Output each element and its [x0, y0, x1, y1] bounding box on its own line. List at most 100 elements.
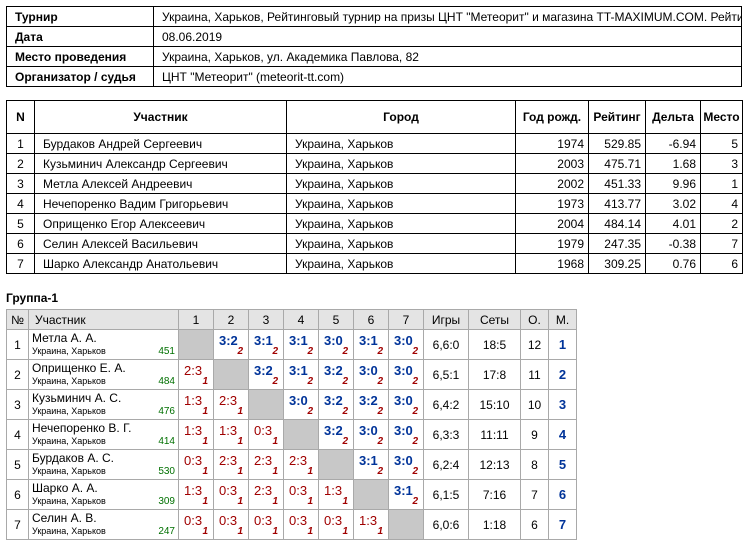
match-cell: 3:1 2	[283, 359, 319, 390]
participant-cell: Оприщенко Егор Алексеевич	[34, 213, 287, 234]
match-points: 2	[377, 376, 383, 387]
match-cell: 3:0 2	[353, 359, 389, 390]
match-cell: 2:3 1	[248, 449, 284, 480]
group-col-opponent: 6	[353, 309, 389, 330]
match-points: 1	[307, 466, 313, 477]
group-player-rating: 476	[158, 405, 175, 417]
match-cell: 3:0 2	[388, 449, 424, 480]
match-result: 3:0 2	[355, 421, 388, 449]
match-result: 1:3 1	[320, 481, 353, 509]
match-points: 1	[272, 526, 278, 537]
match-cell: 2:3 1	[213, 449, 249, 480]
match-score: 3:1	[394, 483, 413, 498]
info-value: Украина, Харьков, ул. Академика Павлова,…	[153, 46, 742, 67]
match-result: 1:3 1	[180, 481, 213, 509]
match-score: 3:2	[219, 333, 238, 348]
match-score: 0:3	[254, 423, 273, 438]
participant-cell: -0.38	[645, 233, 701, 254]
group-player-name: Оприщенко Е. А.	[32, 360, 126, 375]
group-cell-diagonal	[353, 479, 389, 510]
match-cell: 3:1 2	[388, 479, 424, 510]
match-points: 1	[202, 526, 208, 537]
participant-cell: Украина, Харьков	[286, 213, 516, 234]
match-score: 3:0	[394, 333, 413, 348]
group-sets: 12:13	[468, 449, 521, 480]
group-player-city: Украина, Харьков	[32, 435, 106, 446]
group-player-rating: 530	[158, 465, 175, 477]
match-score: 3:0	[394, 393, 413, 408]
match-points: 1	[237, 466, 243, 477]
match-score: 3:0	[359, 423, 378, 438]
match-result: 3:0 2	[390, 451, 423, 479]
group-cell-diagonal	[388, 509, 424, 540]
match-points: 1	[237, 406, 243, 417]
match-cell: 2:3 1	[283, 449, 319, 480]
info-row: Турнир Украина, Харьков, Рейтинговый турн…	[6, 6, 742, 27]
group-player-name: Селин А. В.	[32, 510, 97, 525]
group-player-city: Украина, Харьков	[32, 405, 106, 416]
match-result: 3:2 2	[215, 331, 248, 359]
match-result: 3:1 2	[355, 451, 388, 479]
group-col-opponent: 7	[388, 309, 424, 330]
group-games: 6,0:6	[423, 509, 469, 540]
participant-cell: 1974	[515, 133, 589, 154]
group-place: 5	[558, 457, 567, 472]
participant-cell: 7	[6, 253, 35, 274]
match-result: 3:1 2	[250, 331, 283, 359]
match-points: 2	[342, 346, 348, 357]
group-sets: 17:8	[468, 359, 521, 390]
match-score: 3:0	[289, 393, 308, 408]
info-key: Место проведения	[6, 46, 154, 67]
participant-cell: 1973	[515, 193, 589, 214]
info-row: Дата 08.06.2019	[6, 26, 742, 47]
group-games: 6,4:2	[423, 389, 469, 420]
group-player-city: Украина, Харьков	[32, 525, 106, 536]
group-games: 6,2:4	[423, 449, 469, 480]
group-player-city-line: Украина, Харьков 451	[32, 345, 175, 358]
match-result: 3:0 2	[355, 361, 388, 389]
participant-cell: 2	[700, 213, 743, 234]
match-points: 2	[412, 436, 418, 447]
match-cell: 3:0 2	[388, 359, 424, 390]
match-score: 0:3	[289, 513, 308, 528]
group-player-rating: 309	[158, 495, 175, 507]
match-score: 3:0	[394, 423, 413, 438]
group-place-cell: 1	[548, 329, 577, 360]
match-result: 3:2 2	[250, 361, 283, 389]
participant-row: 3 Метла Алексей Андреевич Украина, Харьков…	[6, 173, 743, 194]
participant-cell: Нечепоренко Вадим Григорьевич	[34, 193, 287, 214]
participant-cell: -6.94	[645, 133, 701, 154]
info-key: Дата	[6, 26, 154, 47]
participant-cell: 3.02	[645, 193, 701, 214]
group-player-cell: Метла А. А. Украина, Харьков 451	[28, 329, 179, 360]
match-score: 3:0	[324, 333, 343, 348]
match-score: 2:3	[219, 453, 238, 468]
group-cell-diagonal	[178, 329, 214, 360]
group-row: 1 Метла А. А. Украина, Харьков 451 3:2 2 3:1 2 3…	[6, 329, 577, 360]
participant-cell: Селин Алексей Васильевич	[34, 233, 287, 254]
match-points: 1	[237, 526, 243, 537]
group-player-city-line: Украина, Харьков 414	[32, 435, 175, 448]
participant-cell: 5	[6, 213, 35, 234]
match-points: 2	[377, 346, 383, 357]
group-points: 11	[520, 359, 549, 390]
group-player-name: Бурдаков А. С.	[32, 450, 114, 465]
match-points: 2	[237, 346, 243, 357]
participant-cell: 4	[700, 193, 743, 214]
match-result: 3:0 2	[390, 361, 423, 389]
match-result: 0:3 1	[250, 511, 283, 539]
match-result: 3:0 2	[390, 331, 423, 359]
group-row: 6 Шарко А. А. Украина, Харьков 309 1:3 1 0:3 1 2…	[6, 479, 577, 510]
match-score: 3:1	[359, 453, 378, 468]
group-place-cell: 7	[548, 509, 577, 540]
participant-cell: 6	[6, 233, 35, 254]
group-col-opponent: 3	[248, 309, 284, 330]
group-results-table: № Участник 1 2 3 4 5 6 7 Игры Сеты О. М. 1 Метла А. А…	[6, 309, 577, 540]
group-player-cell: Нечепоренко В. Г. Украина, Харьков 414	[28, 419, 179, 450]
group-player-rating: 484	[158, 375, 175, 387]
participants-column-header: Дельта	[645, 100, 701, 134]
participant-cell: 2	[6, 153, 35, 174]
match-points: 2	[342, 406, 348, 417]
match-result: 1:3 1	[215, 421, 248, 449]
group-sets: 11:11	[468, 419, 521, 450]
